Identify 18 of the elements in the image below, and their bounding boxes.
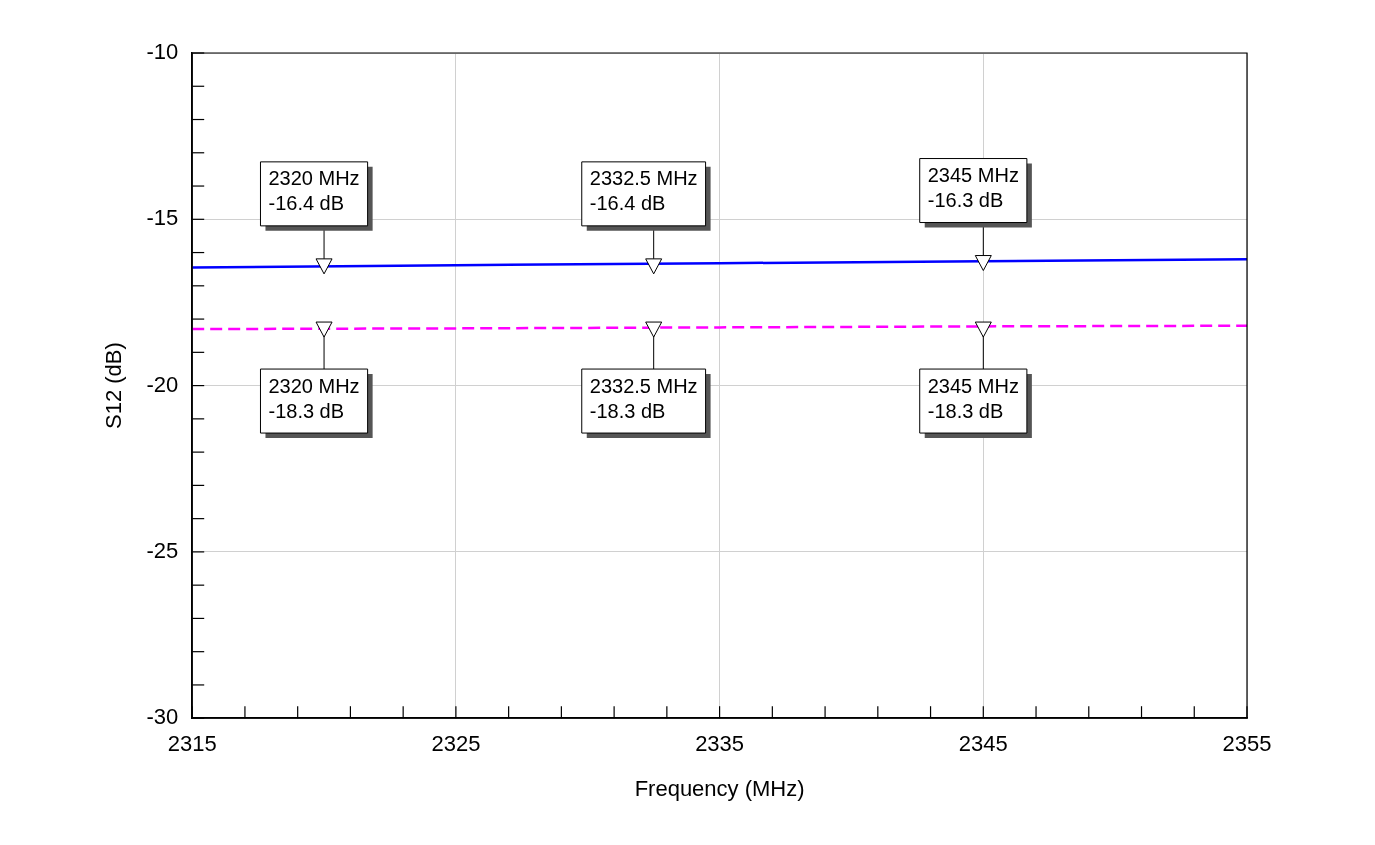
annotation: 2332.5 MHz -16.4 dB	[589, 167, 698, 215]
x-axis-title: Frequency (MHz)	[634, 775, 805, 801]
y-tick-label: -15	[146, 205, 179, 231]
x-tick-label: 2325	[431, 731, 481, 757]
y-tick-label: -10	[146, 39, 179, 65]
x-tick-label: 2345	[958, 731, 1008, 757]
annotation: 2332.5 MHz -18.3 dB	[589, 374, 698, 422]
y-tick-label: -25	[146, 537, 179, 563]
annotation: 2320 MHz -18.3 dB	[268, 374, 360, 422]
x-tick-label: 2355	[1222, 731, 1272, 757]
y-axis-title: S12 (dB)	[101, 342, 127, 430]
annotation: 2345 MHz -18.3 dB	[927, 374, 1019, 422]
annotation: 2320 MHz -16.4 dB	[268, 167, 360, 215]
annotation: 2345 MHz -16.3 dB	[927, 164, 1019, 212]
y-tick-label: -30	[146, 704, 179, 730]
x-tick-label: 2315	[167, 731, 217, 757]
x-tick-label: 2335	[695, 731, 745, 757]
y-tick-label: -20	[146, 371, 179, 397]
